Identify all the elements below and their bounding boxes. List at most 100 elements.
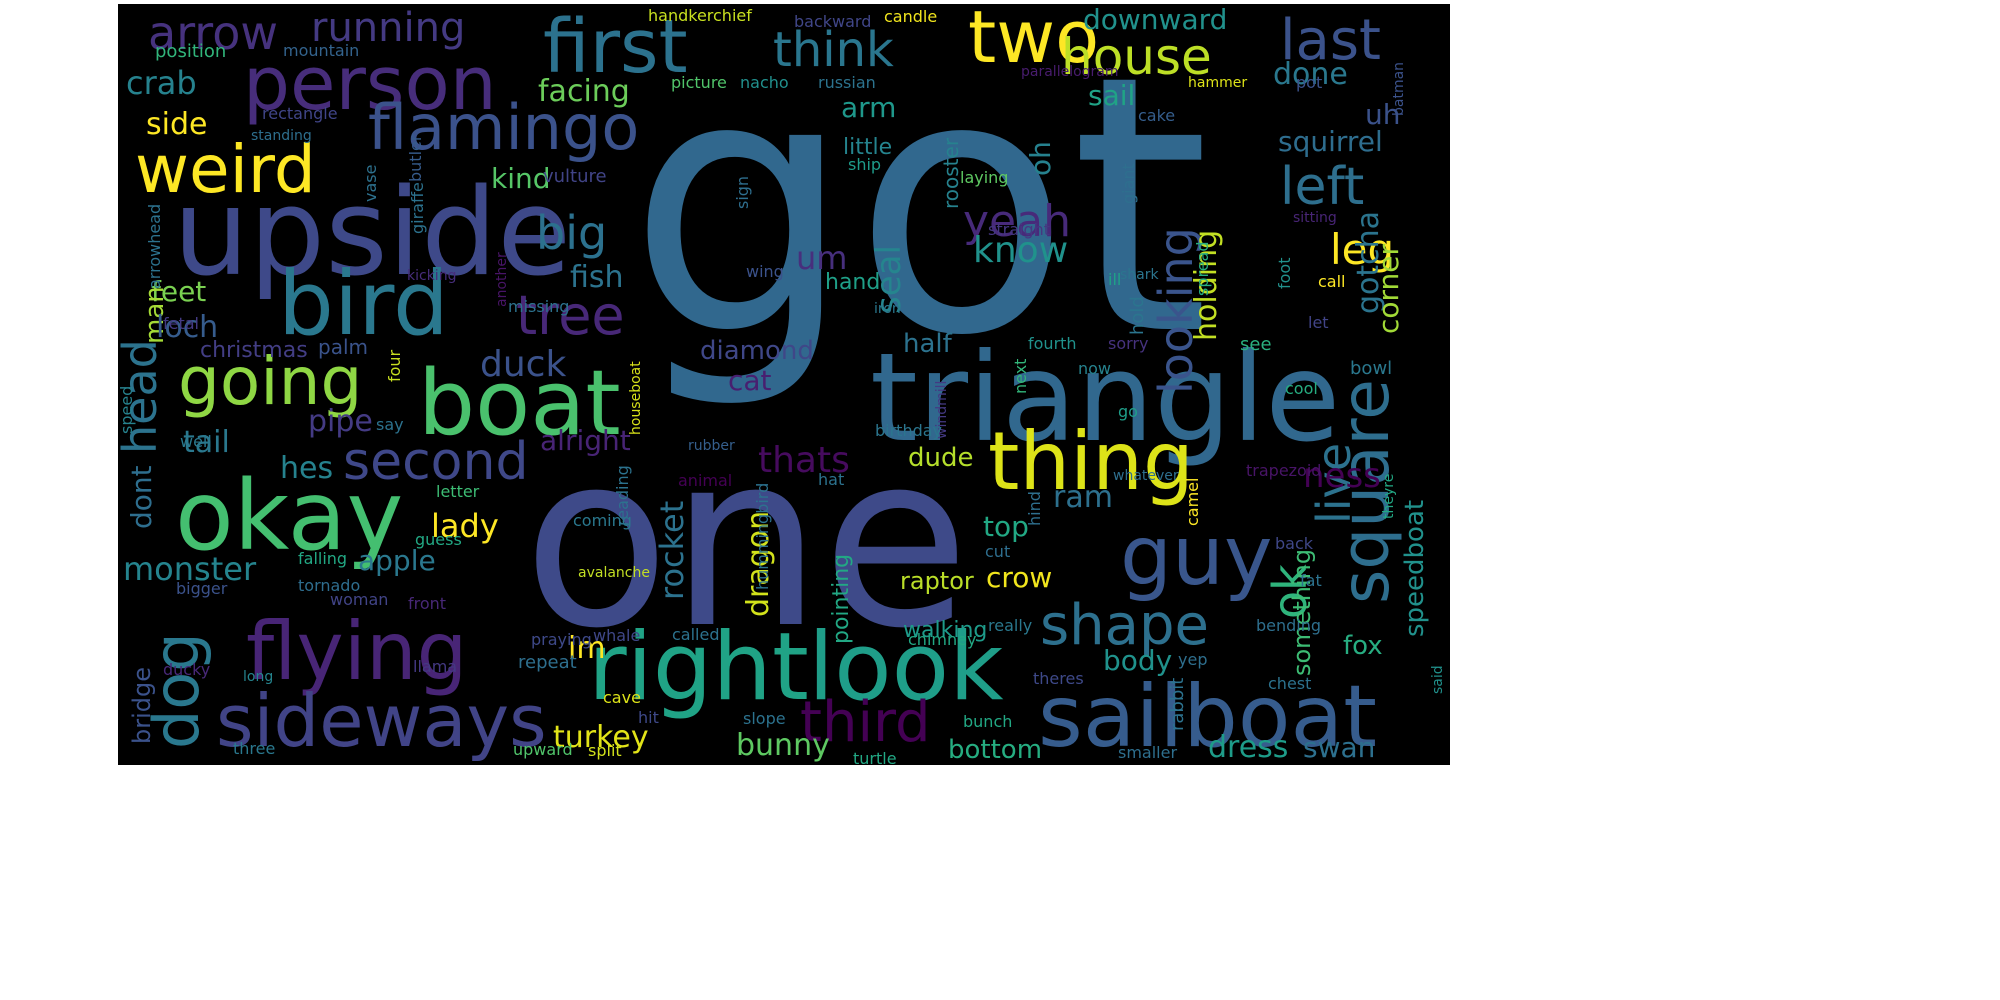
cloud-word-body: body <box>1103 644 1172 677</box>
cloud-word-smaller: smaller <box>1118 743 1177 762</box>
cloud-word-loch: loch <box>156 310 218 345</box>
cloud-word-rocket: rocket <box>653 501 691 600</box>
cloud-word-last: last <box>1280 8 1381 73</box>
cloud-word-triangle: triangle <box>870 327 1340 469</box>
cloud-word-ship: ship <box>848 155 881 174</box>
word-cloud: got one triangle right look sailboat upside oka… <box>118 4 1450 765</box>
cloud-word-second: second <box>343 432 528 492</box>
cloud-word-see: see <box>1240 334 1272 355</box>
cloud-word-front: front <box>408 594 446 613</box>
cloud-word-birthday: birthday <box>875 421 942 440</box>
cloud-word-batman: batman <box>1391 62 1407 116</box>
cloud-word-bunch: bunch <box>963 712 1012 731</box>
cloud-word-pot: pot <box>1296 73 1322 92</box>
cloud-word-russian: russian <box>818 73 876 92</box>
cloud-word-vase: vase <box>361 165 380 202</box>
cloud-word-fetal: fetal <box>163 314 199 333</box>
cloud-word-oh: oh <box>1024 141 1057 176</box>
cloud-word-another: another <box>494 252 510 307</box>
cloud-word-dont: dont <box>125 465 158 529</box>
cloud-word-nacho: nacho <box>740 73 789 92</box>
cloud-word-sitting: sitting <box>1293 210 1337 226</box>
cloud-word-rubber: rubber <box>688 438 735 454</box>
cloud-word-ok: ok <box>1263 564 1317 619</box>
cloud-word-dragon: dragon <box>741 511 776 617</box>
cloud-word-upside: upside <box>173 164 571 303</box>
cloud-word-third: third <box>800 690 931 755</box>
cloud-word-llama: llama <box>413 657 457 676</box>
cloud-word-boat: boat <box>418 351 621 456</box>
cloud-word-ram: ram <box>1053 480 1113 515</box>
cloud-word-holding: holding <box>1189 230 1224 341</box>
cloud-word-uh: uh <box>1365 98 1401 131</box>
cloud-word-big: big <box>536 206 607 260</box>
cloud-word-looking: looking <box>1149 227 1203 394</box>
cloud-word-falling: falling <box>298 549 347 568</box>
cloud-word-cave: cave <box>603 688 641 707</box>
cloud-word-first: first <box>543 4 688 90</box>
cloud-word-giant: giant <box>1119 163 1138 204</box>
cloud-word-palm: palm <box>318 335 368 359</box>
cloud-word-speedboat: speedboat <box>1400 500 1430 637</box>
cloud-word-bunny: bunny <box>736 728 830 763</box>
cloud-word-dress: dress <box>1208 730 1288 765</box>
cloud-word-kind: kind <box>491 162 551 195</box>
cloud-word-theyre: theyre <box>1381 474 1397 519</box>
cloud-word-weird: weird <box>135 131 316 208</box>
cloud-word-bigger: bigger <box>176 579 228 598</box>
cloud-word-missing: missing <box>508 297 569 316</box>
cloud-word-half: half <box>903 329 953 359</box>
cloud-word-house: house <box>1061 28 1212 86</box>
cloud-word-flamingo: flamingo <box>368 91 639 164</box>
cloud-word-downward: downward <box>1083 4 1227 36</box>
cloud-word-yep: yep <box>1178 650 1207 669</box>
cloud-word-alright: alright <box>540 424 631 457</box>
cloud-word-rooster: rooster <box>939 137 963 209</box>
cloud-word-arrow: arrow <box>148 6 278 60</box>
cloud-word-squirrel: squirrel <box>1278 125 1383 158</box>
cloud-word-laying: laying <box>960 168 1008 187</box>
cloud-word-bowl: bowl <box>1350 358 1392 379</box>
cloud-word-something: something <box>1288 549 1316 676</box>
cloud-word-repeat: repeat <box>518 652 577 673</box>
cloud-word-bird: bird <box>278 252 449 355</box>
cloud-word-animal: animal <box>678 471 732 490</box>
cloud-word-okay: okay <box>175 460 403 572</box>
cloud-word-whatever: whatever <box>1113 468 1179 484</box>
cloud-word-monster: monster <box>123 550 257 588</box>
cloud-word-done: done <box>1273 57 1348 92</box>
cloud-word-tornado: tornado <box>298 576 360 595</box>
cloud-word-four: four <box>385 349 404 382</box>
cloud-word-said: said <box>1430 665 1446 694</box>
cloud-word-kicking: kicking <box>407 268 456 284</box>
cloud-word-raptor: raptor <box>900 567 974 595</box>
cloud-word-pointing: pointing <box>829 554 854 644</box>
cloud-word-windmill: windmill <box>934 381 950 439</box>
cloud-word-person: person <box>243 41 497 127</box>
cloud-word-guy: guy <box>1120 509 1273 604</box>
cloud-word-rabbit: rabbit <box>1167 678 1188 731</box>
cloud-word-fourth: fourth <box>1028 334 1077 353</box>
cloud-word-theres: theres <box>1033 669 1084 688</box>
cloud-word-hand: hand <box>825 270 880 295</box>
cloud-word-going: going <box>178 343 362 420</box>
cloud-word-avalanche: avalanche <box>578 565 650 581</box>
cloud-word-candle: candle <box>884 7 937 26</box>
cloud-word-straight: straight <box>988 220 1050 239</box>
cloud-word-im: im <box>568 631 606 666</box>
cloud-word-hes: hes <box>280 451 333 486</box>
cloud-word-two: two <box>968 4 1099 79</box>
cloud-word-look: look <box>808 613 1004 722</box>
cloud-word-know: know <box>973 230 1068 271</box>
cloud-word-lady: lady <box>431 507 499 545</box>
cloud-word-apple: apple <box>358 544 436 577</box>
cloud-word-called: called <box>672 625 720 644</box>
cloud-word-left: left <box>1280 157 1364 217</box>
cloud-word-um: um <box>796 239 847 277</box>
cloud-word-well: well <box>180 432 212 451</box>
cloud-word-bottom: bottom <box>948 735 1042 765</box>
cloud-word-whale: whale <box>593 626 640 645</box>
cloud-word-wing: wing <box>746 262 784 281</box>
cloud-word-sail: sail <box>1088 79 1135 112</box>
